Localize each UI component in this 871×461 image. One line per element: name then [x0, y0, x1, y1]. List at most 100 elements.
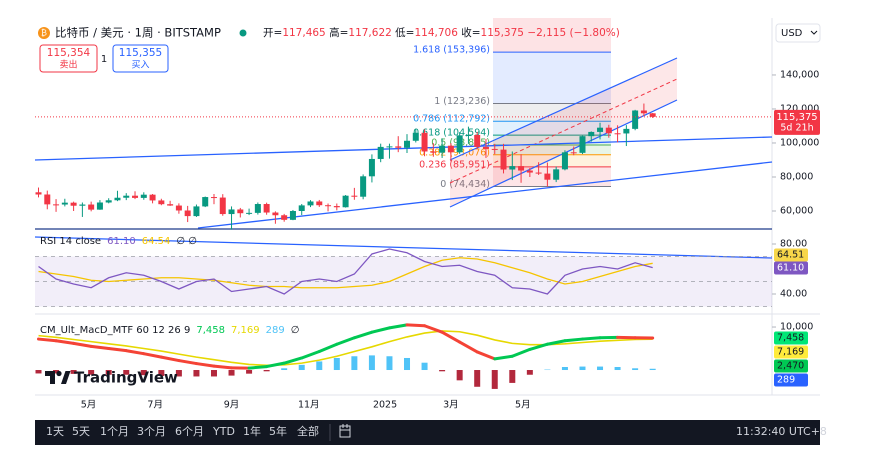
macd-segment	[37, 337, 58, 343]
date-range-icon[interactable]	[339, 424, 351, 438]
macd-segment	[563, 337, 584, 343]
histogram-bar	[158, 370, 165, 377]
range-button[interactable]: 全部	[297, 424, 319, 438]
candle-body	[544, 173, 551, 180]
candle-body	[482, 146, 489, 149]
candle-body	[175, 205, 182, 211]
range-button[interactable]: 1天	[46, 425, 64, 438]
macd-segment	[352, 330, 374, 340]
buy-button[interactable]	[112, 44, 169, 73]
ohlc-label: 高=	[329, 26, 348, 39]
candle-body	[44, 194, 51, 205]
x-tick-label: 3月	[443, 400, 459, 411]
macd-legend: CM_Ult_MacD_MTF 60 12 26 9 7,458 7,169 289 ∅	[40, 325, 299, 336]
currency[interactable]: USD	[781, 28, 803, 39]
logo-glyph: ₿	[41, 29, 47, 38]
candle-body	[395, 146, 402, 148]
candle-body	[535, 172, 542, 174]
toolbar	[35, 420, 820, 445]
value-box	[774, 373, 808, 387]
fib-label: 1 (123,236)	[434, 96, 490, 107]
candle-body	[298, 205, 305, 211]
histogram-bar	[649, 368, 656, 371]
readout: 7,169	[231, 325, 260, 336]
macd-segment	[194, 362, 216, 368]
symbol-logo	[38, 27, 50, 39]
candle-body	[167, 204, 174, 206]
sell-price[interactable]: 115,354	[47, 47, 91, 59]
fib-zone	[493, 144, 611, 155]
histogram-bar	[579, 366, 586, 371]
histogram-bar	[88, 370, 95, 375]
rsi-trend-line	[34, 236, 773, 259]
last-price-box	[774, 109, 820, 135]
candle-body	[412, 132, 419, 141]
readout: 289	[266, 325, 285, 336]
histogram-bar	[228, 370, 235, 376]
change: −2,115 (−1.80%)	[527, 27, 620, 39]
y-tick-label: 80,000	[780, 171, 813, 182]
rsi-line	[38, 248, 653, 295]
histogram-bar	[439, 370, 446, 372]
macd-segment	[212, 364, 234, 370]
range-button[interactable]: 1个月	[100, 425, 129, 438]
range-button[interactable]: YTD	[212, 425, 235, 438]
candle-body	[105, 200, 112, 203]
sell-label[interactable]: 卖出	[59, 59, 77, 71]
macd-segment	[335, 336, 356, 346]
channel-fill	[450, 58, 677, 207]
trend-line	[34, 136, 773, 161]
histogram-bar	[210, 370, 217, 377]
ohlc-value: 117,622	[348, 27, 391, 39]
chart-layer: 60,000 80,000 100,000 120,000 140,000 115,375…	[35, 69, 820, 411]
macd-segment	[405, 323, 427, 328]
candle-body	[210, 197, 217, 199]
macd-segment	[545, 339, 567, 346]
buy-label[interactable]: 买入	[131, 60, 149, 71]
candle-body	[140, 194, 147, 198]
histogram-bar	[70, 370, 77, 374]
candle-body	[465, 134, 472, 136]
readouts: 61.10 64.54 ∅ ∅	[107, 236, 197, 247]
y-tick-label: 80.00	[780, 239, 807, 250]
fib-label: 0.236 (85,951)	[419, 159, 490, 170]
macd-segment	[107, 347, 128, 353]
macd-segment	[458, 340, 479, 354]
quantity[interactable]: 1	[101, 54, 107, 65]
candle-body	[518, 166, 525, 171]
fib-zone	[493, 166, 611, 187]
buy-price[interactable]: 115,355	[119, 47, 162, 59]
candle-body	[289, 210, 296, 220]
logo-text: TradingView	[74, 369, 178, 387]
candle-body	[149, 194, 156, 201]
fib-range	[493, 18, 611, 53]
histogram-bar	[123, 370, 130, 375]
candle-body	[228, 209, 235, 215]
sell-button[interactable]	[39, 44, 98, 73]
macd-segment	[317, 342, 339, 354]
readout: 61.10	[107, 236, 136, 247]
macd-segment	[370, 326, 391, 334]
candle-body	[368, 158, 375, 177]
readout: ∅	[291, 325, 300, 336]
histogram-bar	[316, 361, 323, 371]
candle-body	[456, 135, 463, 153]
currency-select[interactable]	[775, 23, 821, 43]
histogram-bar	[263, 370, 270, 372]
range-button[interactable]: 1年	[243, 424, 261, 438]
histogram-bar	[597, 366, 604, 371]
range-button[interactable]: 3个月	[137, 425, 166, 438]
macd-segment	[493, 354, 514, 361]
range-button[interactable]: 5年	[269, 424, 287, 438]
histogram-bar	[105, 370, 112, 375]
candle-body	[202, 197, 209, 207]
range-button[interactable]: 6个月	[175, 425, 204, 438]
macd-segment	[282, 356, 304, 365]
candle-body	[509, 166, 516, 170]
candle-body	[114, 197, 121, 201]
candle-body	[158, 200, 165, 205]
histogram-bar	[456, 370, 463, 381]
range-button[interactable]: 5天	[72, 425, 90, 438]
